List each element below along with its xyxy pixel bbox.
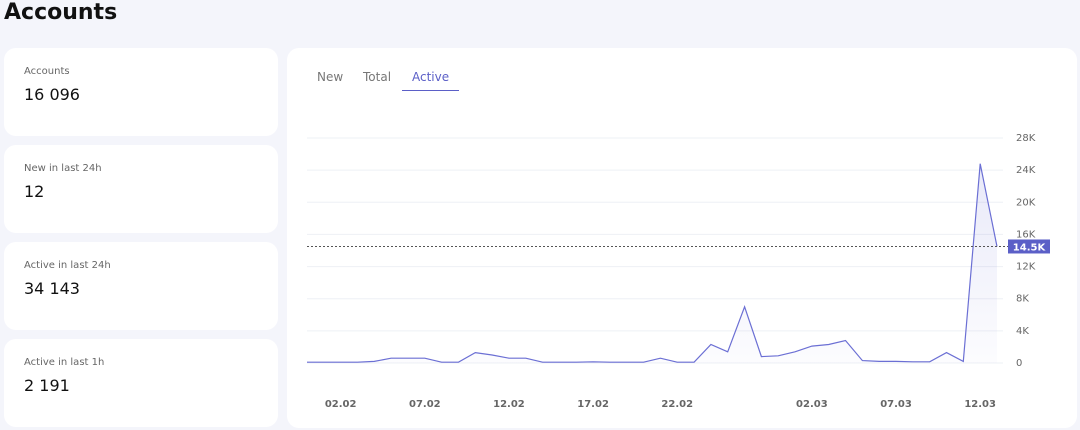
- y-tick-label: 4K: [1016, 326, 1029, 337]
- x-tick-label: 12.03: [964, 399, 996, 410]
- y-tick-label: 12K: [1016, 262, 1036, 273]
- tab-active[interactable]: Active: [402, 70, 460, 91]
- stat-card: Active in last 1h 2 191: [4, 339, 278, 427]
- x-tick-label: 07.03: [880, 399, 912, 410]
- stat-label: Active in last 1h: [24, 357, 105, 368]
- tab[interactable]: Total: [363, 70, 392, 84]
- y-tick-label: 24K: [1016, 165, 1036, 176]
- marker-label: 14.5K: [1013, 242, 1047, 253]
- y-tick-label: 8K: [1016, 294, 1029, 305]
- stat-card: Active in last 24h 34 143: [4, 242, 278, 330]
- stat-card: Accounts 16 096: [4, 48, 278, 136]
- stat-value: 16 096: [24, 85, 80, 104]
- chart-card: New Total Active: [287, 48, 1077, 428]
- stat-value: 34 143: [24, 279, 80, 298]
- x-tick-label: 07.02: [409, 399, 441, 410]
- stat-label: Active in last 24h: [24, 260, 111, 271]
- y-tick-label: 28K: [1016, 133, 1036, 144]
- tab[interactable]: New: [317, 70, 344, 84]
- stat-value: 12: [24, 182, 45, 201]
- x-tick-label: 12.02: [493, 399, 525, 410]
- area: [307, 163, 997, 363]
- x-tick-label: 22.02: [661, 399, 693, 410]
- x-tick-label: 02.03: [796, 399, 828, 410]
- x-tick-label: 17.02: [577, 399, 609, 410]
- stat-card: New in last 24h 12: [4, 145, 278, 233]
- stat-value: 2 191: [24, 376, 70, 395]
- page-title: Accounts: [4, 0, 118, 25]
- stat-label: Accounts: [24, 66, 70, 77]
- y-tick-label: 20K: [1016, 197, 1036, 208]
- x-tick-label: 02.02: [325, 399, 357, 410]
- stat-label: New in last 24h: [24, 163, 102, 174]
- y-tick-label: 16K: [1016, 229, 1036, 240]
- marker-box: [1008, 239, 1050, 254]
- y-tick-label: 0: [1016, 358, 1022, 369]
- line: [307, 163, 998, 363]
